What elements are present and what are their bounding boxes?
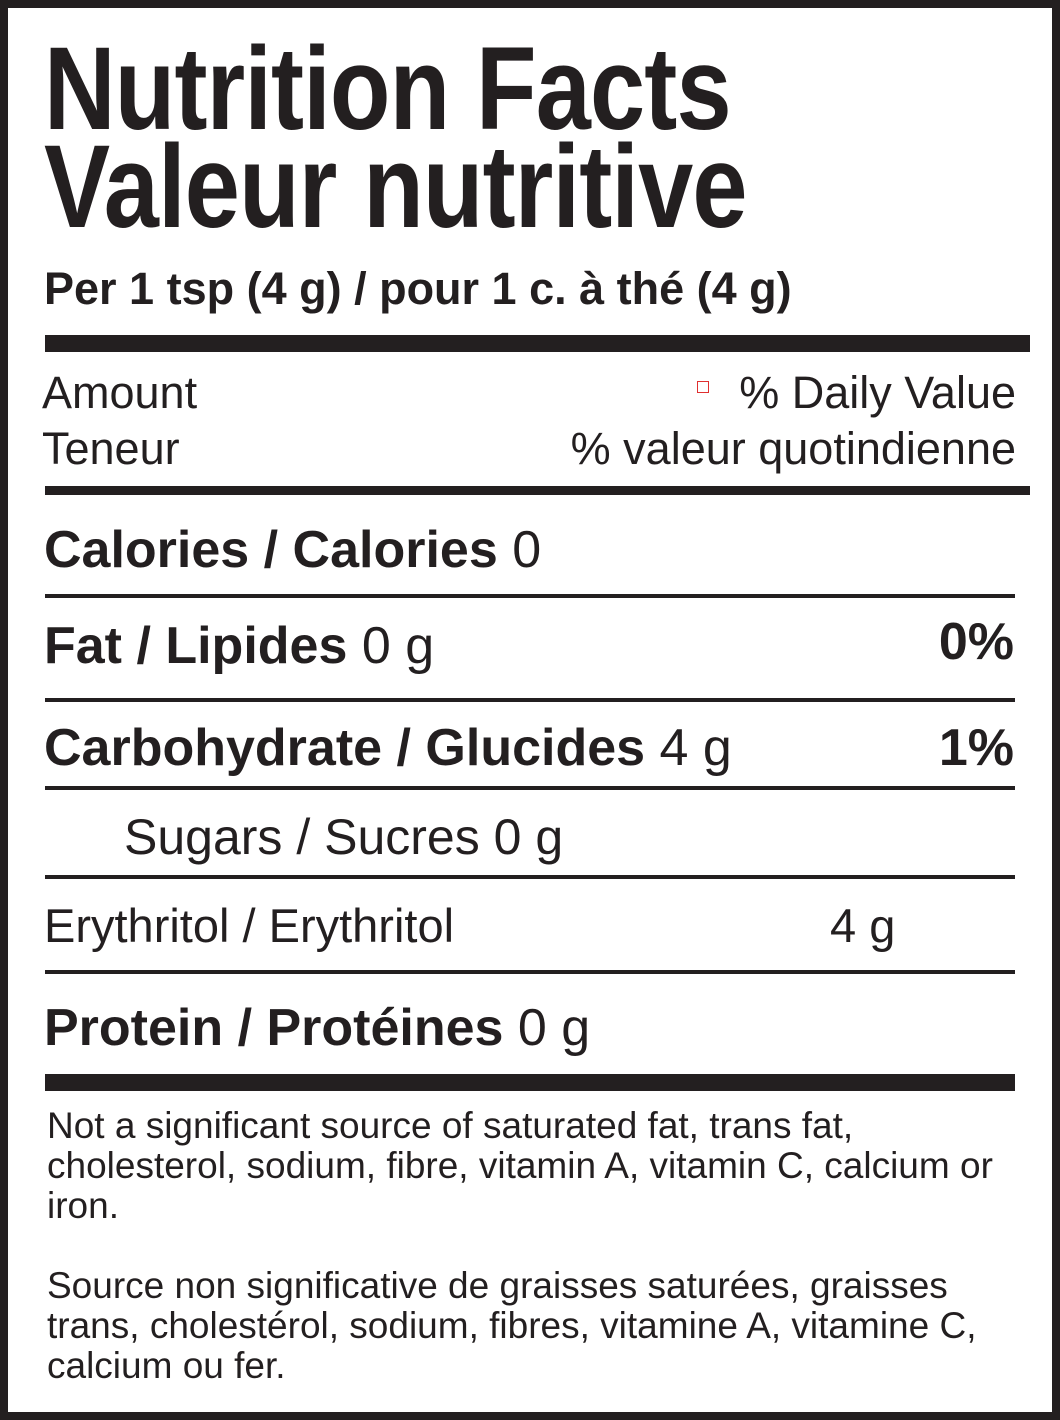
fat-label: Fat / Lipides [44,617,348,675]
fat-amount: 0 g [361,617,435,675]
serving-size: Per 1 tsp (4 g) / pour 1 c. à thé (4 g) [44,263,792,314]
carbohydrate-daily-value: 1% [938,719,1014,777]
carbohydrate-row: Carbohydrate / Glucides 4 g [44,722,732,774]
calories-amount: 0 [512,521,542,579]
divider-thick [45,1074,1015,1091]
amount-label-fr: Teneur [42,423,180,474]
fat-row: Fat / Lipides 0 g [44,620,434,672]
carbohydrate-label: Carbohydrate / Glucides [44,719,646,777]
marker-icon [697,381,709,393]
title-english: Nutrition Facts [44,23,732,155]
protein-label: Protein / Protéines [44,999,504,1057]
carbohydrate-amount: 4 g [659,719,732,777]
divider-thin [45,970,1015,974]
divider-medium [45,486,1030,495]
protein-amount: 0 g [517,999,591,1057]
daily-value-label-en: % Daily Value [739,367,1016,418]
erythritol-amount: 4 g [830,899,896,952]
erythritol-label: Erythritol / Erythritol [44,899,455,952]
calories-label: Calories / Calories [44,521,498,579]
divider-thin [45,594,1015,598]
amount-label-en: Amount [42,367,198,418]
footnote-english: Not a significant source of saturated fa… [47,1105,993,1226]
footnote-french: Source non significative de graisses sat… [47,1265,977,1386]
sugars-amount: 0 g [493,809,564,865]
sugars-label: Sugars / Sucres [124,809,480,865]
protein-row: Protein / Protéines 0 g [44,1002,590,1054]
title-french: Valeur nutritive [44,121,748,253]
divider-thin [45,698,1015,702]
sugars-row: Sugars / Sucres 0 g [124,812,563,862]
calories-row: Calories / Calories 0 [44,524,541,576]
fat-daily-value: 0% [938,613,1014,671]
daily-value-label-fr: % valeur quotindienne [570,423,1016,474]
divider-thin [45,786,1015,790]
divider-thin [45,875,1015,879]
divider-thick [45,335,1030,352]
